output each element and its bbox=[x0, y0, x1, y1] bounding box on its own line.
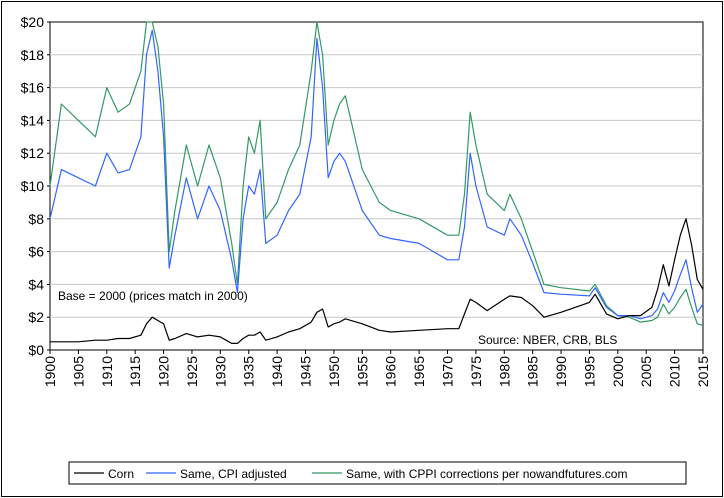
x-tick-label: 1930 bbox=[212, 356, 228, 387]
x-tick-label: 2005 bbox=[638, 356, 654, 387]
legend: Corn Same, CPI adjusted Same, with CPPI … bbox=[68, 461, 687, 485]
x-tick-label: 1900 bbox=[42, 356, 58, 387]
y-tick-label: $14 bbox=[21, 112, 45, 128]
x-tick-label: 1940 bbox=[269, 356, 285, 387]
x-tick-label: 1915 bbox=[127, 356, 143, 387]
x-tick-label: 1960 bbox=[383, 356, 399, 387]
x-tick-label: 1945 bbox=[298, 356, 314, 387]
series-layer bbox=[49, 21, 704, 344]
x-tick-label: 2015 bbox=[695, 356, 711, 387]
legend-label-corn: Corn bbox=[108, 467, 134, 481]
x-tick-label: 2000 bbox=[610, 356, 626, 387]
series-line-cppi bbox=[49, 21, 704, 326]
y-tick-label: $6 bbox=[28, 244, 44, 260]
x-tick-label: 1910 bbox=[99, 356, 115, 387]
x-tick-label: 1925 bbox=[184, 356, 200, 387]
y-tick-label: $2 bbox=[28, 309, 44, 325]
x-tick-label: 1965 bbox=[411, 356, 427, 387]
x-tick-label: 1990 bbox=[553, 356, 569, 387]
series-line-corn bbox=[50, 218, 704, 344]
y-tick-label: $0 bbox=[28, 342, 44, 358]
x-tick-label: 1975 bbox=[468, 356, 484, 387]
y-tick-label: $20 bbox=[21, 14, 45, 30]
y-tick-label: $4 bbox=[28, 276, 44, 292]
x-tick-label: 1920 bbox=[156, 356, 172, 387]
x-axis-ticks: 1900 1905 1910 1915 1920 1925 1930 1935 1940 1945… bbox=[42, 350, 711, 387]
y-axis-ticks: $0 $2 $4 $6 $8 $10 $12 $14 $16 $18 $20 bbox=[21, 14, 50, 358]
x-tick-label: 1950 bbox=[326, 356, 342, 387]
x-tick-label: 1955 bbox=[354, 356, 370, 387]
base-note: Base = 2000 (prices match in 2000) bbox=[58, 289, 248, 303]
y-tick-label: $18 bbox=[21, 47, 45, 63]
x-tick-label: 1935 bbox=[241, 356, 257, 387]
legend-box bbox=[68, 461, 687, 485]
x-tick-label: 1905 bbox=[70, 356, 86, 387]
y-tick-label: $16 bbox=[21, 80, 45, 96]
x-tick-label: 1980 bbox=[496, 356, 512, 387]
legend-label-cpi-adjusted: Same, CPI adjusted bbox=[180, 467, 287, 481]
x-tick-label: 2010 bbox=[667, 356, 683, 387]
y-tick-label: $10 bbox=[21, 178, 45, 194]
source-note: Source: NBER, CRB, BLS bbox=[478, 333, 617, 347]
x-tick-label: 1995 bbox=[581, 356, 597, 387]
x-tick-label: 1985 bbox=[525, 356, 541, 387]
x-tick-label: 1970 bbox=[439, 356, 455, 387]
y-tick-label: $12 bbox=[21, 145, 45, 161]
legend-label-cppi: Same, with CPPI corrections per nowandfu… bbox=[346, 467, 627, 481]
y-tick-label: $8 bbox=[28, 211, 44, 227]
